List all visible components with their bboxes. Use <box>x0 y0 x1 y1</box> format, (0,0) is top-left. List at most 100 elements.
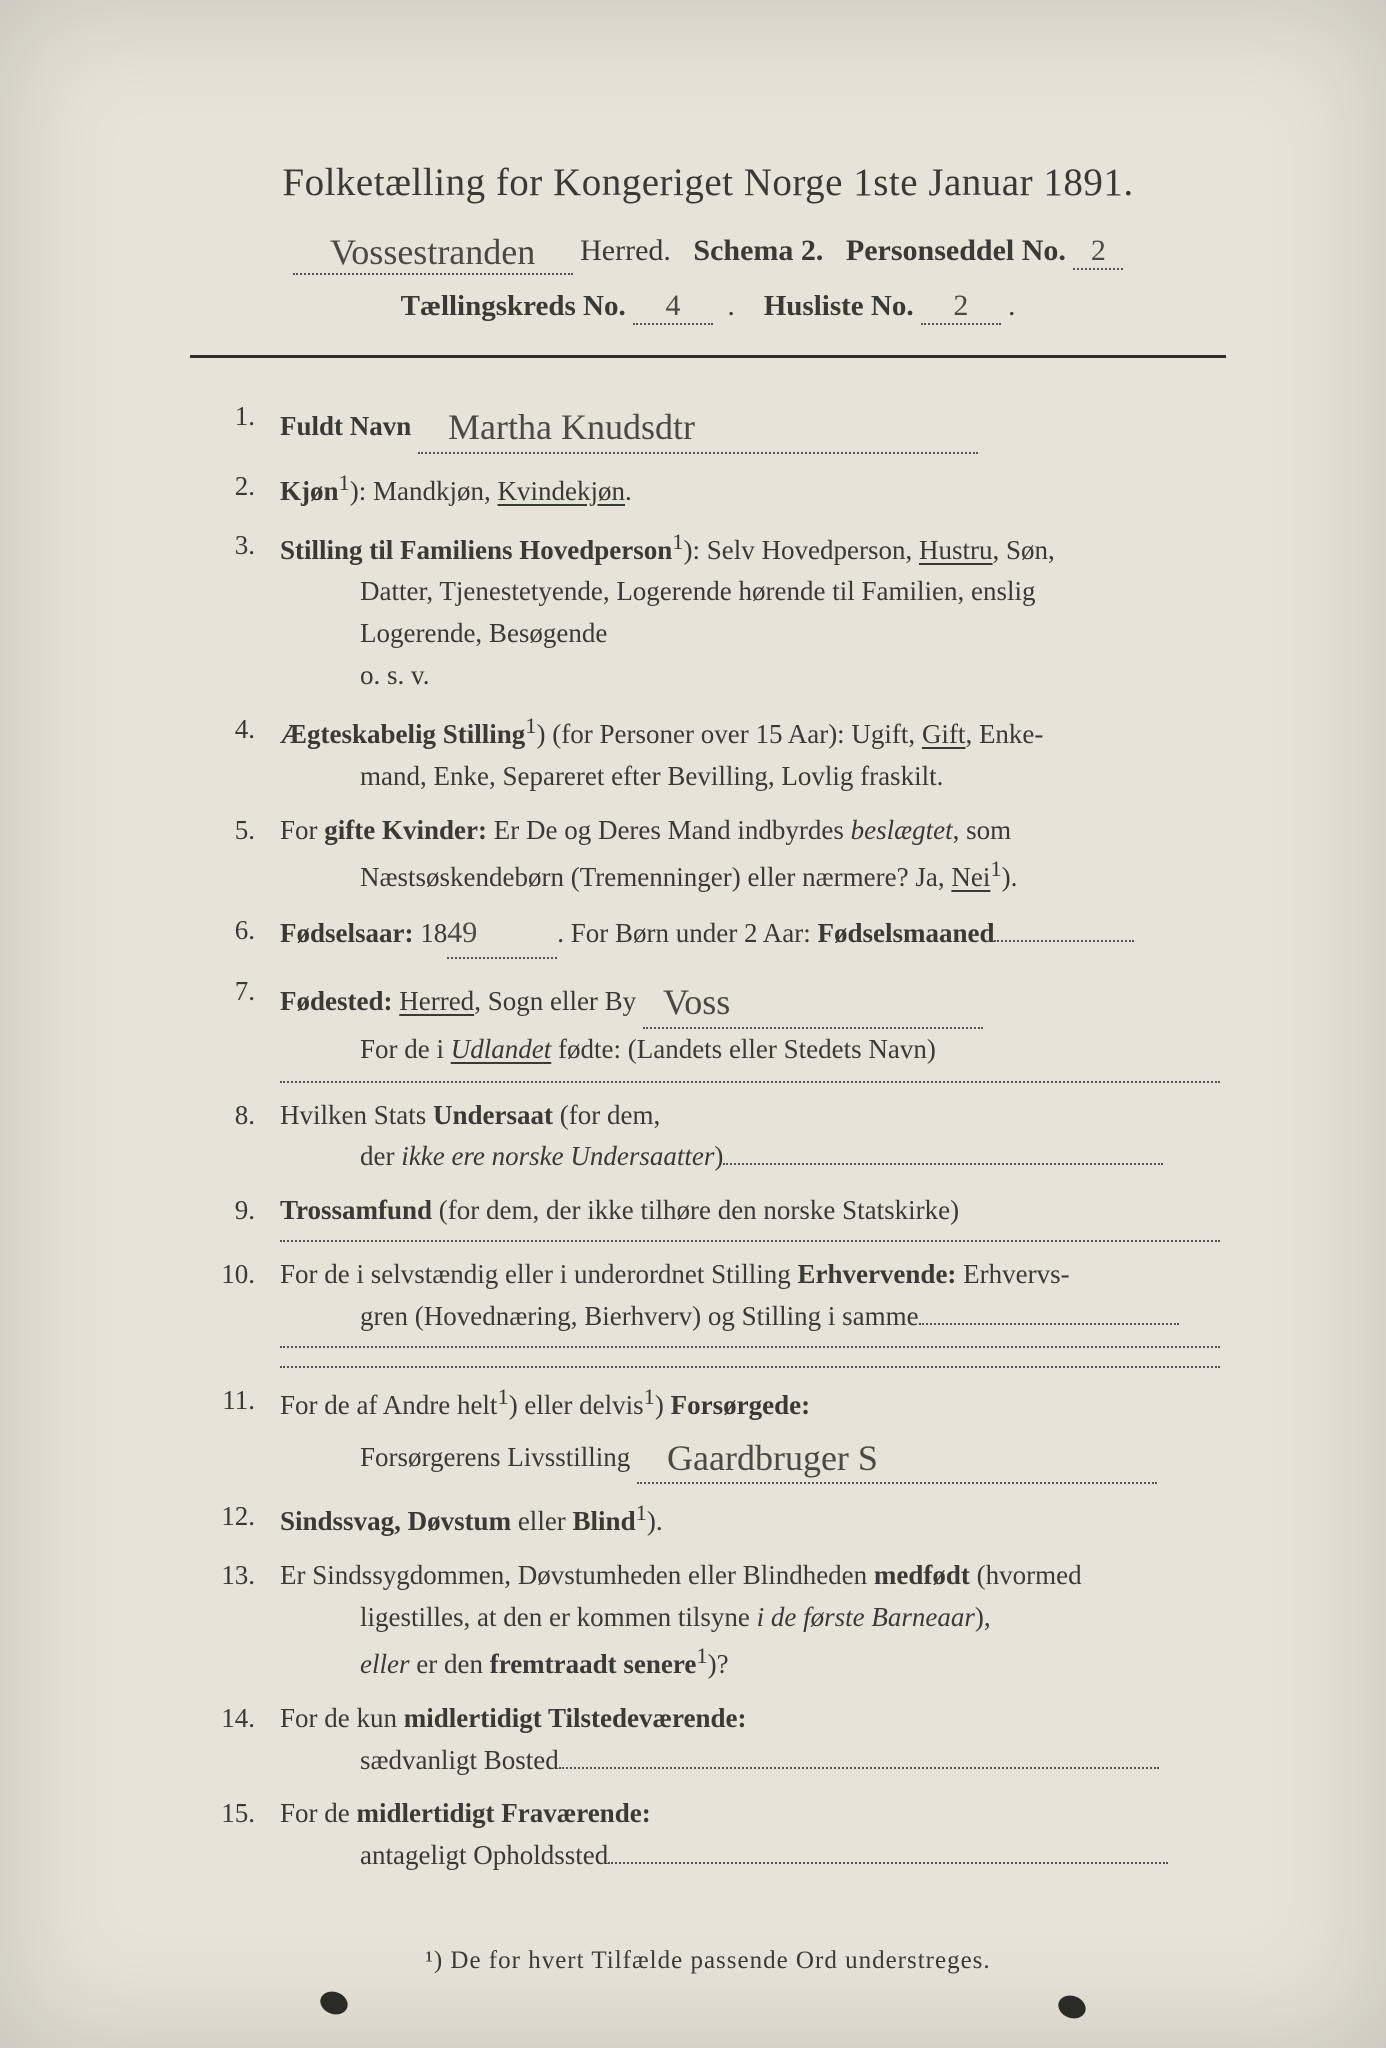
f2-sup: 1 <box>339 470 350 495</box>
kreds-label: Tællingskreds No. <box>401 290 626 322</box>
f10-text2: Erhvervs- <box>956 1259 1069 1289</box>
field-7: Fødested: Herred, Sogn eller By Voss For… <box>200 971 1236 1083</box>
f11-hw: Gaardbruger S <box>637 1431 878 1487</box>
f7-line2: For de i Udlandet fødte: (Landets eller … <box>280 1029 1236 1071</box>
f8-italic: ikke ere norske Undersaatter <box>401 1141 714 1171</box>
f8-text: Hvilken Stats <box>280 1100 433 1130</box>
f5-label: gifte Kvinder: <box>324 815 487 845</box>
f7-mid: , Sogn eller By <box>474 986 636 1016</box>
f14-line2: sædvanligt Bosted <box>280 1740 1236 1782</box>
f5-line2: Næstsøskendebørn (Tremenninger) eller næ… <box>280 852 1236 899</box>
f8-label: Undersaat <box>433 1100 553 1130</box>
schema-label: Schema 2. <box>693 234 823 267</box>
f10-label: Erhvervende: <box>797 1259 956 1289</box>
f8-text2: (for dem, <box>553 1100 660 1130</box>
ink-blot-icon <box>1055 1992 1089 2022</box>
f12-tail: ). <box>647 1506 663 1536</box>
census-form-page: Folketælling for Kongeriget Norge 1ste J… <box>0 0 1386 2048</box>
f13-line2: ligestilles, at den er kommen tilsyne i … <box>280 1597 1236 1639</box>
f15-line2: antageligt Opholdssted <box>280 1835 1236 1877</box>
f3-line4: o. s. v. <box>280 655 1236 697</box>
f3-selected: Hustru <box>919 535 993 565</box>
f13-italic: i de første Barneaar <box>757 1602 975 1632</box>
field-8: Hvilken Stats Undersaat (for dem, der ik… <box>200 1095 1236 1179</box>
f10-line2: gren (Hovednæring, Bierhverv) og Stillin… <box>280 1296 1236 1338</box>
f13-label: medfødt <box>874 1560 970 1590</box>
f3-line2: Datter, Tjenestetyende, Logerende hørend… <box>280 571 1236 613</box>
f4-selected: Gift <box>922 719 966 749</box>
f4-line2: mand, Enke, Separeret efter Bevilling, L… <box>280 756 1236 798</box>
f5-line2a: Næstsøskendebørn (Tremenninger) eller næ… <box>360 862 951 892</box>
header-line-2: Vossestranden Herred. Schema 2. Personse… <box>170 227 1246 271</box>
field-1: Fuldt Navn Martha Knudsdtr <box>200 396 1236 454</box>
f4-pre: (for Personer over 15 Aar): Ugift, <box>552 719 922 749</box>
f10-blank2 <box>280 1346 1220 1348</box>
field-3: Stilling til Familiens Hovedperson1): Se… <box>200 525 1236 697</box>
header-line-3: Tællingskreds No. 4 . Husliste No. 2 . <box>170 289 1246 325</box>
f5-sup: 1 <box>990 856 1001 881</box>
field-12: Sindssvag, Døvstum eller Blind1). <box>200 1496 1236 1543</box>
f5-text2: , som <box>953 815 1012 845</box>
f7-hw: Voss <box>643 975 730 1031</box>
f8-line2a: der <box>360 1141 401 1171</box>
f13-line3b: er den <box>409 1649 489 1679</box>
f2-selected: Kvindekjøn <box>498 476 626 506</box>
f6-year-prefix: 18 <box>420 918 447 948</box>
f3-post: , Søn, <box>993 535 1055 565</box>
f7-italic: Udlandet <box>451 1034 552 1064</box>
f13-sup: 1 <box>696 1643 707 1668</box>
f7-value-line: Voss <box>643 971 983 1029</box>
f7-line2a: For de i <box>360 1034 451 1064</box>
f13-tail: )? <box>708 1649 729 1679</box>
f4-post: , Enke- <box>965 719 1043 749</box>
f7-line2b: fødte: (Landets eller Stedets Navn) <box>551 1034 936 1064</box>
f13-line2a: ligestilles, at den er kommen tilsyne <box>360 1602 757 1632</box>
f10-blank1 <box>919 1323 1179 1325</box>
f11-line2-text: Forsørgerens Livsstilling <box>360 1442 630 1472</box>
f6-label2: Fødselsmaaned <box>817 918 994 948</box>
f15-blank <box>608 1862 1168 1864</box>
field-list: Fuldt Navn Martha Knudsdtr Kjøn1): Mandk… <box>170 396 1246 1877</box>
f6-month-blank <box>994 940 1134 942</box>
herred-handwritten: Vossestranden <box>293 231 573 275</box>
footnote: ¹) De for hvert Tilfælde passende Ord un… <box>170 1947 1246 1975</box>
f11-text2: ) eller delvis <box>509 1390 644 1420</box>
f14-label: midlertidigt Tilstedeværende: <box>404 1703 747 1733</box>
f2-label: Kjøn <box>280 476 339 506</box>
f11-sup1: 1 <box>497 1384 508 1409</box>
f11-label: Forsørgede: <box>671 1390 810 1420</box>
f10-text: For de i selvstændig eller i underordnet… <box>280 1259 797 1289</box>
f3-line3: Logerende, Besøgende <box>280 613 1236 655</box>
field-6: Fødselsaar: 1849. For Børn under 2 Aar: … <box>200 910 1236 959</box>
field-14: For de kun midlertidigt Tilstedeværende:… <box>200 1698 1236 1782</box>
f10-blank3 <box>280 1366 1220 1368</box>
f9-label: Trossamfund <box>280 1195 432 1225</box>
f3-pre: Selv Hovedperson, <box>707 535 919 565</box>
f13-text: Er Sindssygdommen, Døvstumheden eller Bl… <box>280 1560 874 1590</box>
field-11: For de af Andre helt1) eller delvis1) Fo… <box>200 1380 1236 1485</box>
f8-line2b: ) <box>714 1141 723 1171</box>
page-title: Folketælling for Kongeriget Norge 1ste J… <box>170 160 1246 205</box>
f5-text: Er De og Deres Mand indbyrdes <box>487 815 851 845</box>
f4-label: Ægteskabelig Stilling <box>280 719 525 749</box>
personseddel-no: 2 <box>1073 234 1123 270</box>
f2-tail: . <box>625 476 632 506</box>
herred-label: Herred. <box>580 234 671 267</box>
f13-label3: fremtraadt senere <box>490 1649 697 1679</box>
f13-line2b: ), <box>975 1602 991 1632</box>
husliste-no: 2 <box>921 289 1001 325</box>
f10-line2-text: gren (Hovednæring, Bierhverv) og Stillin… <box>360 1301 919 1331</box>
field-2: Kjøn1): Mandkjøn, Kvindekjøn. <box>200 466 1236 513</box>
f4-sup: 1 <box>525 713 536 738</box>
f1-handwritten: Martha Knudsdtr <box>418 400 695 456</box>
personseddel-label: Personseddel No. <box>846 234 1066 267</box>
f2-opt1: Mandkjøn, <box>373 476 498 506</box>
f13-line3a: eller <box>360 1649 409 1679</box>
f12-sup: 1 <box>636 1500 647 1525</box>
f1-label: Fuldt Navn <box>280 411 411 441</box>
f8-blank <box>723 1163 1163 1165</box>
kreds-no: 4 <box>633 289 713 325</box>
f7-label: Fødested: <box>280 986 392 1016</box>
f12-text: eller <box>511 1506 572 1536</box>
f14-text: For de kun <box>280 1703 404 1733</box>
